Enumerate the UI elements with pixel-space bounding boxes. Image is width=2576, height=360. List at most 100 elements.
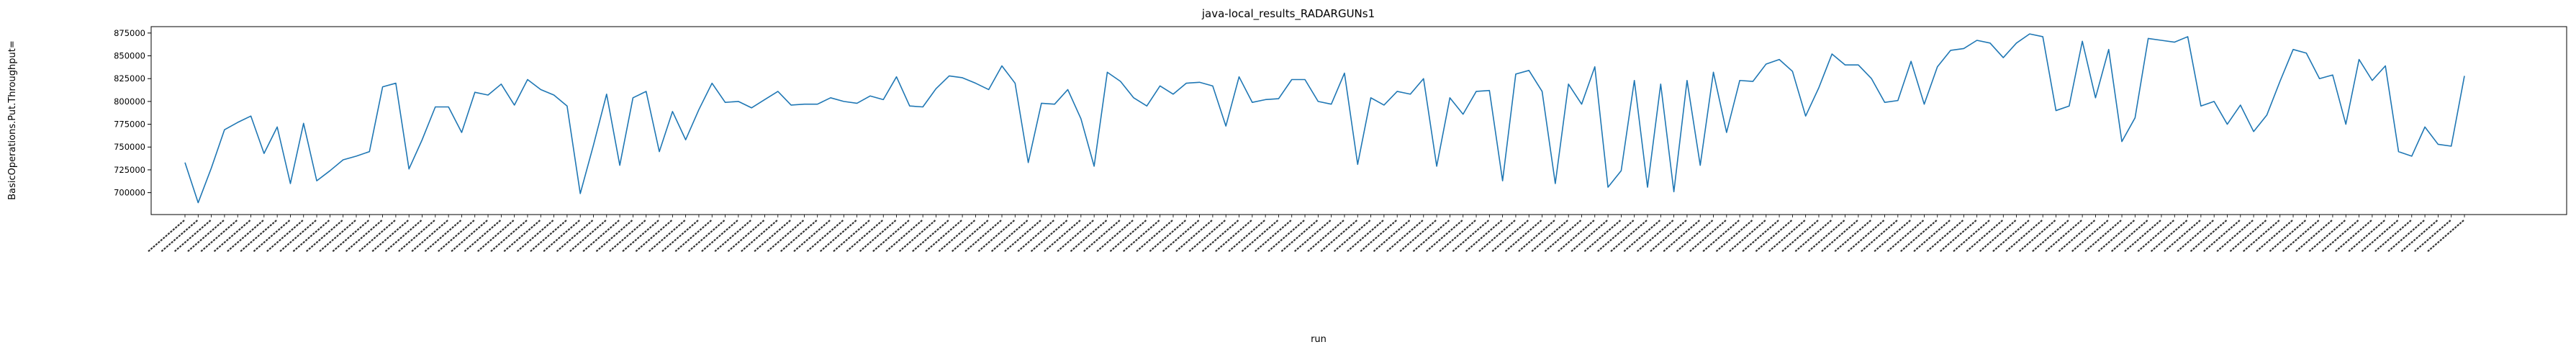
x-tick-label [2123,220,2161,253]
x-tick-label [1451,220,1490,253]
x-tick-label [186,220,225,253]
x-tick-label [832,220,870,253]
x-tick-label [2031,220,2069,253]
x-tick-label [199,220,238,253]
x-tick-label [292,220,330,253]
x-tick-label [1411,220,1450,253]
x-tick-label [1359,220,1397,253]
x-tick-label [818,220,857,253]
x-tick-label [1557,220,1595,253]
x-tick-label [1714,220,1753,253]
x-tick-label [1886,220,1925,253]
x-tick-label [384,220,422,253]
x-tick-label [1372,220,1411,253]
x-tick-label [489,220,528,253]
x-tick-label [1912,220,1951,253]
x-tick-label [173,220,212,253]
x-tick-label [1530,220,1568,253]
x-tick-label [1280,220,1319,253]
y-tick-label: 725000 [114,165,145,175]
x-tick-label [331,220,370,253]
x-tick-label [1741,220,1779,253]
x-tick-label [845,220,883,253]
x-tick-label [2295,220,2333,253]
x-tick-label [450,220,488,253]
x-tick-label [766,220,805,253]
x-tick-label [911,220,949,253]
x-tick-label [582,220,620,253]
x-tick-label [2347,220,2385,253]
x-tick-label [410,220,448,253]
x-tick-label [2255,220,2293,253]
x-tick-label [2044,220,2082,253]
x-tick-label [1781,220,1819,253]
x-tick-label [1069,220,1108,253]
x-tick-label [1306,220,1345,253]
x-tick-label [1570,220,1608,253]
x-tick-label [542,220,580,253]
x-tick-label [1504,220,1542,253]
x-tick-label [1293,220,1332,253]
x-tick-label [2426,220,2464,253]
x-tick-label [858,220,897,253]
x-tick-label [2215,220,2254,253]
x-tick-label [1003,220,1041,253]
y-axis-ticks: 700000 725000 750000 775000 800000 825000 8500… [114,28,151,198]
x-tick-label [950,220,989,253]
y-tick-label: 750000 [114,142,145,152]
x-tick-label [476,220,515,253]
x-tick-label [1095,220,1134,253]
x-tick-label [1622,220,1661,253]
x-tick-label [1016,220,1054,253]
x-tick-label [2136,220,2174,253]
x-tick-label [1820,220,1858,253]
chart-title: java-local_results_RADARGUNs1 [1201,7,1375,21]
x-tick-label [1635,220,1674,253]
x-tick-label [1794,220,1832,253]
x-tick-label [1517,220,1555,253]
y-tick-label: 875000 [114,28,145,38]
x-tick-label [1491,220,1529,253]
x-tick-label [266,220,304,253]
x-tick-label [344,220,383,253]
x-tick-label [647,220,686,253]
plot-frame [150,26,2567,215]
x-tick-label [740,220,778,253]
x-tick-label [2097,220,2136,253]
x-tick-label [805,220,844,253]
x-tick-label [1240,220,1279,253]
x-tick-label [252,220,291,253]
x-tick-label [2281,220,2320,253]
y-tick-label: 700000 [114,188,145,198]
x-tick-label [1267,220,1305,253]
x-tick-label [502,220,541,253]
y-tick-label: 775000 [114,120,145,130]
x-tick-label [1083,220,1121,253]
x-tick-label [2413,220,2451,253]
x-tick-label [621,220,659,253]
x-tick-label [937,220,976,253]
x-tick-label [2374,220,2412,253]
series-line [184,33,2465,204]
x-tick-label [1056,220,1094,253]
x-axis-label: run [1311,334,1327,345]
x-tick-label [2163,220,2201,253]
x-tick-label [1188,220,1226,253]
x-tick-label [147,220,185,253]
x-tick-label [1108,220,1147,253]
x-tick-label [2228,220,2267,253]
x-tick-label [1965,220,2003,253]
x-tick-label [1807,220,1845,253]
x-axis-ticks [147,215,2465,253]
x-tick-label [898,220,936,253]
x-tick-label [515,220,554,253]
x-tick-label [2202,220,2241,253]
x-tick-label [2176,220,2214,253]
x-tick-label [1227,220,1265,253]
x-tick-label [555,220,594,253]
x-tick-label [1254,220,1292,253]
x-tick-label [437,220,475,253]
x-tick-label [792,220,831,253]
x-tick-label [1675,220,1714,253]
